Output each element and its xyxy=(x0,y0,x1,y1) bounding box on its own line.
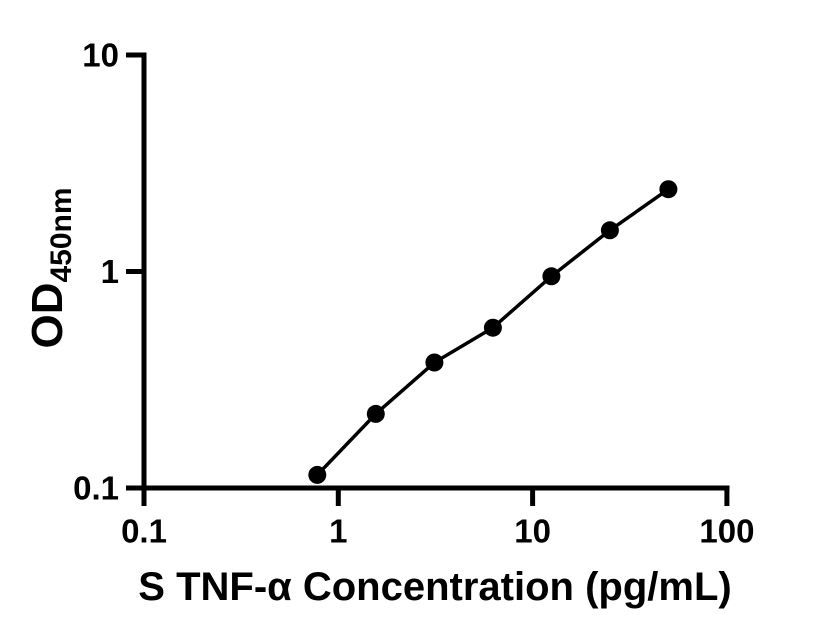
data-point-marker xyxy=(483,318,502,337)
y-axis-title-subscript: 450nm xyxy=(45,187,78,282)
y-axis-tick-labels: 10 1 0.1 xyxy=(73,37,119,507)
y-axis-ticks xyxy=(126,52,144,491)
data-point-marker xyxy=(600,221,619,240)
data-point-marker xyxy=(659,180,678,199)
y-axis-title-main: OD xyxy=(23,283,72,349)
y-tick-label-1: 1 xyxy=(101,253,119,290)
x-tick-label-100: 100 xyxy=(699,513,754,550)
x-axis-tick-labels: 0.1 1 10 100 xyxy=(121,513,754,550)
x-axis-title: S TNF-α Concentration (pg/mL) xyxy=(138,565,731,609)
data-point-marker xyxy=(308,465,327,484)
x-tick-label-10: 10 xyxy=(514,513,551,550)
y-axis-title: OD450nm xyxy=(23,187,78,348)
x-tick-label-1: 1 xyxy=(329,513,347,550)
data-point-marker xyxy=(366,404,385,423)
data-point-marker xyxy=(542,267,561,286)
data-series-layer xyxy=(308,180,678,484)
data-point-marker xyxy=(425,353,444,372)
y-tick-label-10: 10 xyxy=(82,37,119,74)
y-tick-label-0.1: 0.1 xyxy=(73,470,119,507)
x-axis-ticks xyxy=(141,488,730,506)
x-tick-label-0.1: 0.1 xyxy=(121,513,167,550)
